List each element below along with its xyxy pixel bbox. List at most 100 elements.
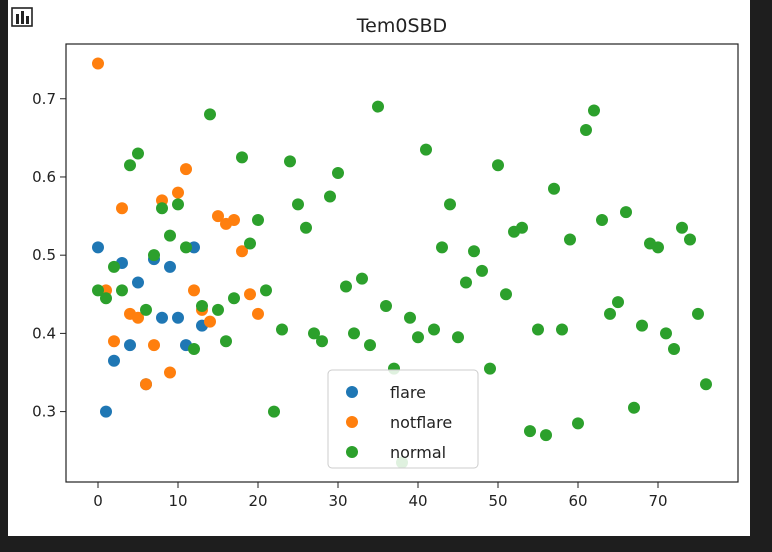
point-normal-12 (188, 343, 200, 356)
legend-marker-normal (346, 446, 358, 458)
point-notflare-12 (188, 284, 200, 297)
point-normal-28 (316, 335, 328, 348)
legend-label-flare: flare (390, 383, 426, 402)
point-normal-44 (444, 198, 456, 211)
point-normal-4 (124, 159, 136, 172)
point-normal-58 (556, 323, 568, 336)
point-normal-15 (212, 303, 224, 316)
point-normal-45 (452, 331, 464, 344)
point-normal-47 (468, 245, 480, 258)
x-tick-label-5: 50 (488, 492, 507, 510)
point-normal-41 (420, 143, 432, 156)
point-flare-10 (172, 311, 184, 324)
point-notflare-3 (116, 202, 128, 215)
point-normal-24 (284, 155, 296, 168)
point-normal-66 (620, 206, 632, 219)
x-tick-label-6: 60 (568, 492, 587, 510)
point-flare-4 (124, 339, 136, 352)
point-normal-42 (428, 323, 440, 336)
legend-marker-flare (346, 386, 358, 398)
legend-label-normal: normal (390, 443, 446, 462)
point-flare-0 (92, 241, 104, 254)
point-normal-10 (172, 198, 184, 211)
point-normal-40 (412, 331, 424, 344)
point-normal-51 (500, 288, 512, 301)
point-normal-76 (700, 378, 712, 391)
point-normal-6 (140, 303, 152, 316)
point-normal-1 (100, 292, 112, 305)
x-tick-label-1: 10 (168, 492, 187, 510)
point-notflare-18 (236, 245, 248, 258)
point-normal-18 (236, 151, 248, 164)
point-notflare-20 (252, 307, 264, 320)
point-notflare-17 (228, 213, 240, 226)
point-normal-54 (524, 425, 536, 438)
point-normal-63 (596, 213, 608, 226)
point-normal-5 (132, 147, 144, 160)
point-normal-67 (628, 401, 640, 414)
point-flare-5 (132, 276, 144, 289)
point-normal-16 (220, 335, 232, 348)
point-normal-56 (540, 429, 552, 442)
point-notflare-6 (140, 378, 152, 391)
point-normal-9 (164, 229, 176, 242)
point-normal-72 (668, 343, 680, 356)
point-normal-0 (92, 284, 104, 297)
point-normal-7 (148, 249, 160, 262)
point-normal-23 (276, 323, 288, 336)
point-normal-27 (308, 327, 320, 340)
point-notflare-14 (204, 315, 216, 328)
point-normal-68 (636, 319, 648, 332)
point-normal-3 (116, 284, 128, 297)
point-normal-19 (244, 237, 256, 250)
x-tick-label-7: 70 (648, 492, 667, 510)
legend-label-notflare: notflare (390, 413, 452, 432)
point-flare-1 (100, 405, 112, 418)
point-notflare-5 (132, 311, 144, 324)
point-normal-73 (676, 221, 688, 234)
point-normal-74 (684, 233, 696, 246)
point-normal-29 (324, 190, 336, 203)
point-normal-11 (180, 241, 192, 254)
point-normal-13 (196, 300, 208, 313)
x-tick-label-4: 40 (408, 492, 427, 510)
point-notflare-7 (148, 339, 160, 352)
point-normal-49 (484, 362, 496, 375)
chart-title: Tem0SBD (356, 15, 447, 37)
point-notflare-19 (244, 288, 256, 301)
x-tick-label-3: 30 (328, 492, 347, 510)
point-notflare-15 (212, 210, 224, 223)
y-tick-label-3: 0.6 (32, 168, 56, 186)
point-normal-20 (252, 213, 264, 226)
point-normal-2 (108, 260, 120, 273)
point-flare-9 (164, 260, 176, 273)
y-tick-label-2: 0.5 (32, 246, 56, 264)
bar-chart-icon[interactable] (10, 6, 34, 28)
point-normal-39 (404, 311, 416, 324)
y-tick-label-1: 0.4 (32, 324, 56, 342)
point-notflare-9 (164, 366, 176, 379)
point-normal-14 (204, 108, 216, 121)
point-normal-30 (332, 167, 344, 180)
y-tick-label-4: 0.7 (32, 90, 56, 108)
plot-area: 0 10 20 30 40 50 60 70 0.3 0.4 0.5 0.6 0.7 (32, 43, 739, 510)
point-normal-70 (652, 241, 664, 254)
point-normal-33 (356, 272, 368, 285)
point-normal-36 (380, 300, 392, 313)
legend-marker-notflare (346, 416, 358, 428)
point-normal-53 (516, 221, 528, 234)
point-normal-43 (436, 241, 448, 254)
point-flare-8 (156, 311, 168, 324)
point-notflare-11 (180, 163, 192, 176)
point-normal-64 (604, 307, 616, 320)
point-normal-8 (156, 202, 168, 215)
point-normal-61 (580, 124, 592, 137)
point-normal-48 (476, 264, 488, 277)
point-notflare-2 (108, 335, 120, 348)
point-normal-57 (548, 182, 560, 195)
point-normal-34 (364, 339, 376, 352)
legend-box (327, 369, 479, 469)
x-tick-label-2: 20 (248, 492, 267, 510)
point-notflare-10 (172, 186, 184, 199)
point-normal-60 (572, 417, 584, 430)
